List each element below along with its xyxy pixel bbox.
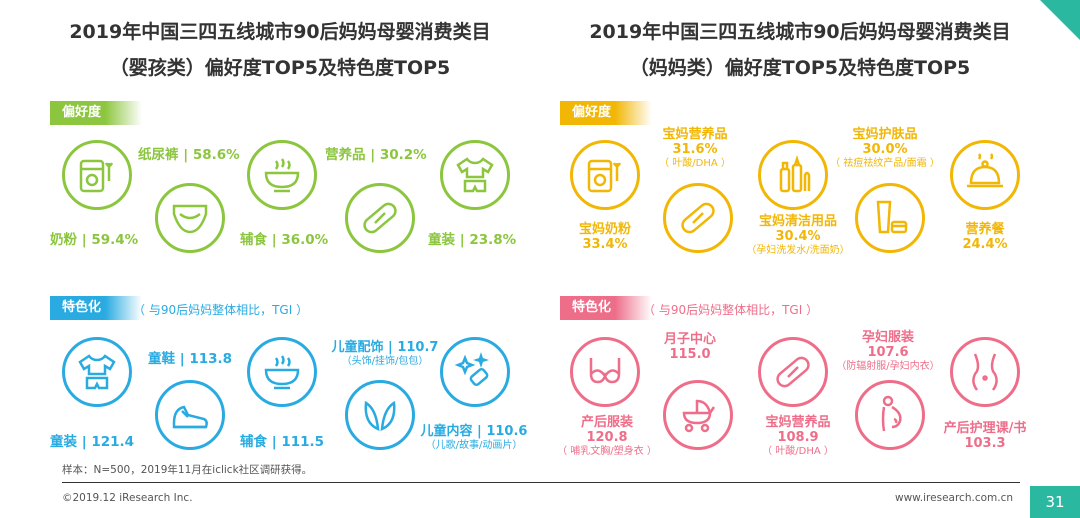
- right-pref-mom-skincare-sub: （ 祛痘祛纹产品/面霜 ）: [830, 158, 940, 169]
- right-char-label-postpartum-care: 产后护理课/书 103.3: [925, 421, 1045, 451]
- left-pref-label-milk-powder: 奶粉 | 59.4%: [50, 232, 139, 248]
- right-pref-label-nutrition-meal: 营养餐 24.4%: [935, 222, 1035, 252]
- right-pref-mom-milk-powder-name: 宝妈奶粉: [578, 222, 631, 237]
- left-title-line2: （婴孩类）偏好度TOP5及特色度TOP5: [109, 57, 451, 79]
- food-bowl-icon: [247, 337, 317, 407]
- left-pref-label-complementary-food: 辅食 | 36.0%: [240, 232, 329, 248]
- milk-powder-can-icon: [62, 140, 132, 210]
- baby-stroller-icon: [663, 380, 733, 450]
- right-pref-label-mom-skincare: 宝妈护肤品 30.0% （ 祛痘祛纹产品/面霜 ）: [820, 127, 950, 170]
- food-cloche-icon: [950, 140, 1020, 210]
- sparkle-toy-icon: [440, 337, 510, 407]
- right-pref-mom-cleansing-value: 30.4%: [775, 229, 821, 244]
- right-char-confinement-center-value: 115.0: [669, 347, 711, 362]
- copyright: ©2019.12 iResearch Inc.: [62, 492, 193, 504]
- right-pref-label-mom-milk-powder: 宝妈奶粉 33.4%: [555, 222, 655, 252]
- right-pref-mom-nutrition-sub: （ 叶酸/DHA ）: [659, 158, 731, 169]
- right-char-label-mom-nutrition: 宝妈营养品 108.9 （ 叶酸/DHA ）: [743, 415, 853, 458]
- left-characteristic-note: （ 与90后妈妈整体相比，TGI ）: [133, 303, 309, 317]
- left-title-line1: 2019年中国三四五线城市90后妈妈母婴消费类目: [69, 21, 491, 43]
- diaper-icon: [155, 183, 225, 253]
- right-title-line2: （妈妈类）偏好度TOP5及特色度TOP5: [629, 57, 971, 79]
- right-char-mom-nutrition-value: 108.9: [777, 430, 819, 445]
- right-pref-label-mom-cleansing: 宝妈清洁用品 30.4% （孕妇洗发水/洗面奶）: [733, 214, 863, 257]
- footer-divider: [62, 482, 1020, 483]
- left-pref-label-nutrition: 营养品 | 30.2%: [325, 147, 427, 163]
- right-preference-tag: 偏好度: [560, 101, 652, 125]
- right-char-confinement-center-name: 月子中心: [663, 332, 716, 347]
- right-char-mom-nutrition-sub: （ 叶酸/DHA ）: [762, 446, 834, 457]
- right-pref-mom-cleansing-name: 宝妈清洁用品: [758, 214, 837, 229]
- right-char-postpartum-clothing-value: 120.8: [586, 430, 628, 445]
- medicine-capsule-icon: [345, 183, 415, 253]
- left-pref-label-kids-clothing: 童装 | 23.8%: [428, 232, 517, 248]
- right-pref-mom-nutrition-value: 31.6%: [672, 142, 718, 157]
- rabbit-ears-icon: [345, 380, 415, 450]
- right-pref-label-mom-nutrition: 宝妈营养品 31.6% （ 叶酸/DHA ）: [640, 127, 750, 170]
- page-number: 31: [1030, 486, 1080, 518]
- right-pref-mom-skincare-value: 30.0%: [862, 142, 908, 157]
- right-characteristic-note: （ 与90后妈妈整体相比，TGI ）: [643, 303, 819, 317]
- right-char-label-maternity-clothing: 孕妇服装 107.6 （防辐射服/孕妇内衣）: [823, 330, 953, 373]
- corner-accent: [1040, 0, 1080, 40]
- cleansing-bottle-icon: [855, 183, 925, 253]
- baby-clothes-icon: [62, 337, 132, 407]
- right-pref-mom-cleansing-sub: （孕妇洗发水/洗面奶）: [746, 245, 850, 256]
- left-char-kids-content-sub: （儿歌/故事/动画片）: [425, 440, 523, 451]
- milk-powder-can-icon: [570, 140, 640, 210]
- left-char-kids-content-main: 儿童内容 | 110.6: [420, 424, 528, 439]
- left-pref-label-diaper: 纸尿裤 | 58.6%: [138, 147, 240, 163]
- right-char-postpartum-care-name: 产后护理课/书: [943, 421, 1027, 436]
- right-pref-nutrition-meal-value: 24.4%: [962, 237, 1008, 252]
- website: www.iresearch.com.cn: [895, 492, 1014, 504]
- left-characteristic-tag: 特色化: [50, 296, 142, 320]
- baby-clothes-icon: [440, 140, 510, 210]
- right-characteristic-tag: 特色化: [560, 296, 652, 320]
- right-pref-mom-nutrition-name: 宝妈营养品: [662, 127, 728, 142]
- baby-shoe-icon: [155, 380, 225, 450]
- right-char-maternity-clothing-value: 107.6: [867, 345, 909, 360]
- nursing-bra-icon: [570, 337, 640, 407]
- capsule-icon: [758, 337, 828, 407]
- left-char-label-complementary-food: 辅食 | 111.5: [240, 434, 325, 450]
- right-char-label-confinement-center: 月子中心 115.0: [645, 332, 735, 362]
- body-shape-icon: [950, 337, 1020, 407]
- left-char-label-kids-shoes: 童鞋 | 113.8: [148, 351, 233, 367]
- pregnant-woman-icon: [855, 380, 925, 450]
- left-preference-tag: 偏好度: [50, 101, 142, 125]
- left-char-label-kids-clothing: 童装 | 121.4: [50, 434, 135, 450]
- right-pref-nutrition-meal-name: 营养餐: [965, 222, 1005, 237]
- right-char-postpartum-clothing-name: 产后服装: [580, 415, 633, 430]
- food-bowl-icon: [247, 140, 317, 210]
- right-char-postpartum-care-value: 103.3: [964, 436, 1006, 451]
- right-char-label-postpartum-clothing: 产后服装 120.8 （ 哺乳文胸/塑身衣 ）: [547, 415, 667, 458]
- cosmetics-icon: [758, 140, 828, 210]
- right-title-line1: 2019年中国三四五线城市90后妈妈母婴消费类目: [589, 21, 1011, 43]
- right-pref-mom-milk-powder-value: 33.4%: [582, 237, 628, 252]
- capsule-icon: [663, 183, 733, 253]
- left-char-kids-accessories-main: 儿童配饰 | 110.7: [331, 340, 439, 355]
- right-pref-mom-skincare-name: 宝妈护肤品: [852, 127, 918, 142]
- right-char-maternity-clothing-name: 孕妇服装: [861, 330, 914, 345]
- sample-note: 样本：N=500，2019年11月在iclick社区调研获得。: [62, 464, 313, 476]
- right-char-maternity-clothing-sub: （防辐射服/孕妇内衣）: [836, 361, 940, 372]
- right-char-postpartum-clothing-sub: （ 哺乳文胸/塑身衣 ）: [557, 446, 657, 457]
- right-char-mom-nutrition-name: 宝妈营养品: [765, 415, 831, 430]
- left-char-label-kids-accessories: 儿童配饰 | 110.7 （头饰/挂饰/包包）: [325, 340, 445, 368]
- left-char-label-kids-content: 儿童内容 | 110.6 （儿歌/故事/动画片）: [414, 424, 534, 452]
- left-char-kids-accessories-sub: （头饰/挂饰/包包）: [341, 356, 429, 367]
